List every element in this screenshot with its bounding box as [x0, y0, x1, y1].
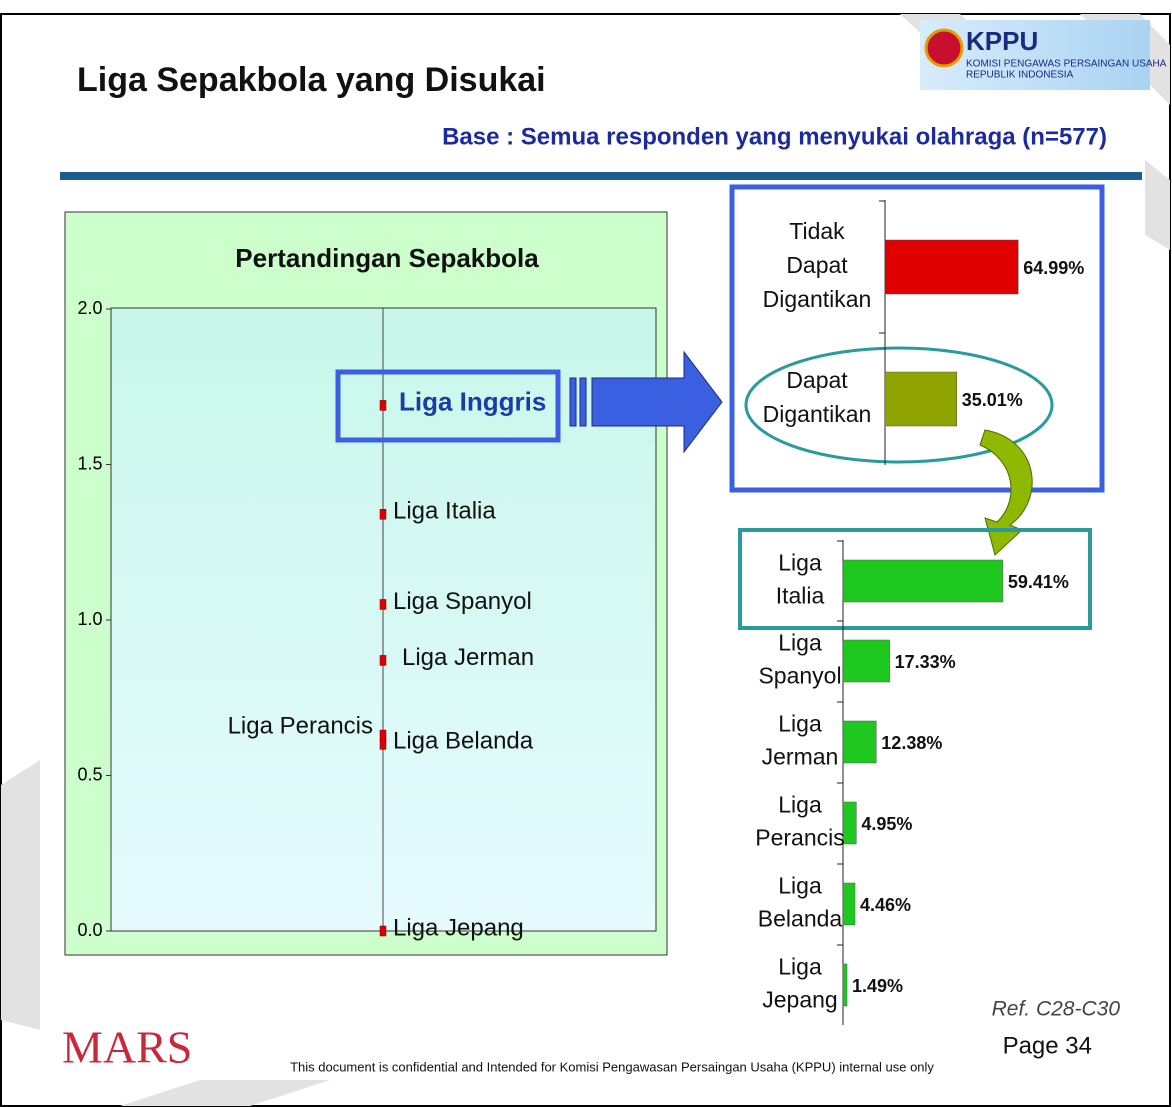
dot [379, 655, 387, 666]
point-label: Liga Perancis [228, 712, 373, 739]
bar [842, 559, 1004, 603]
arrow-tail [579, 377, 587, 427]
bar [884, 239, 1019, 295]
data-label: 35.01% [962, 390, 1023, 410]
curved-arrow [979, 429, 1033, 556]
brand-logo: MARS [62, 1022, 192, 1073]
y-tick-label: 1.5 [77, 453, 102, 473]
logo-name: KPPU [966, 26, 1038, 56]
highlight-box [335, 369, 561, 443]
decor [120, 1080, 330, 1106]
bar [842, 720, 877, 764]
category-label: Liga Belanda [758, 873, 843, 932]
point-label: Liga Jerman [402, 644, 534, 671]
ref: Ref. C28-C30 [992, 998, 1121, 1021]
data-label: 64.99% [1023, 258, 1084, 278]
category-label: Dapat Digantikan [763, 367, 872, 427]
data-label: 4.95% [861, 814, 912, 834]
bar [842, 882, 856, 926]
data-label: 59.41% [1008, 572, 1069, 592]
decor [1, 760, 40, 1030]
bar [884, 371, 958, 427]
category-label: Tidak Dapat Digantikan [763, 218, 872, 312]
bar [842, 639, 890, 683]
page-number: Page 34 [1003, 1032, 1092, 1059]
bar [842, 963, 848, 1007]
dot [379, 729, 387, 741]
category-label: Liga Jepang [762, 954, 837, 1013]
logo-emblem [924, 28, 964, 68]
y-tick-label: 1.0 [77, 609, 102, 629]
y-tick-label: 2.0 [77, 298, 102, 318]
data-label: 17.33% [895, 652, 956, 672]
arrow-tail [569, 377, 577, 427]
dot [379, 509, 387, 520]
arrow [591, 350, 723, 454]
dot [379, 739, 387, 750]
category-label: Liga Jerman [762, 711, 839, 770]
logo-text: KOMISI PENGAWAS PERSAINGAN USAHA [966, 59, 1167, 70]
category-label: Liga Perancis [755, 792, 844, 851]
decor [1145, 160, 1170, 250]
point-label: Liga Spanyol [393, 588, 532, 615]
category-label: Liga Spanyol [758, 630, 841, 689]
title: Liga Sepakbola yang Disukai [77, 61, 546, 99]
data-label: 12.38% [881, 733, 942, 753]
header-rule [60, 172, 1142, 180]
highlight-box [729, 184, 1105, 493]
point-label: Liga Inggris [399, 386, 546, 416]
data-label: 1.49% [852, 976, 903, 996]
data-label: 4.46% [860, 895, 911, 915]
logo-text: REPUBLIK INDONESIA [966, 70, 1074, 81]
base-note: Base : Semua responden yang menyukai ola… [442, 123, 1107, 150]
category-label: Liga Italia [776, 550, 825, 609]
footer-note: This document is confidential and Intend… [290, 1059, 934, 1074]
highlight-box [738, 528, 1092, 630]
point-label: Liga Belanda [393, 728, 534, 755]
point-label: Liga Italia [393, 498, 496, 525]
chart-title: Pertandingan Sepakbola [235, 243, 539, 273]
dot [379, 599, 387, 610]
point-label: Liga Jepang [393, 914, 524, 941]
dot [379, 400, 387, 411]
y-tick-label: 0.5 [77, 764, 102, 784]
dot [379, 925, 387, 937]
bar [842, 801, 857, 845]
highlight-ellipse [744, 346, 1054, 464]
y-tick-label: 0.0 [77, 920, 102, 940]
